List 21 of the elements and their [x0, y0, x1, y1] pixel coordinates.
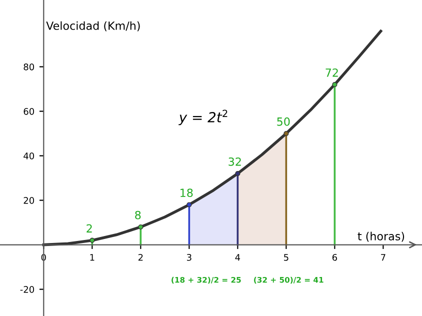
y-tick-label: 20 [24, 197, 34, 204]
x-tick-label: 1 [90, 254, 94, 261]
data-label: 72 [326, 68, 338, 77]
annotation: y = 2t$^{2}$ [178, 110, 228, 126]
y-tick-label: 60 [24, 108, 34, 115]
x-axis-title: t (horas) [358, 232, 404, 242]
data-label: 8 [135, 210, 141, 220]
data-label: 2 [86, 224, 92, 232]
x-tick-label: 6 [332, 254, 337, 261]
data-label: 32 [228, 157, 241, 166]
y-tick-label: 80 [24, 63, 34, 70]
y-axis-title: Velocidad (Km/h) [46, 21, 140, 32]
x-tick-label: 7 [381, 254, 386, 261]
x-tick-label: 2 [138, 254, 143, 261]
data-label: 50 [277, 117, 290, 126]
y-tick-label: 40 [24, 152, 34, 160]
x-tick-label: 5 [284, 254, 288, 261]
y-tick-label: -20 [20, 286, 34, 293]
x-tick-label: 4 [235, 254, 240, 261]
x-tick-label: 3 [186, 254, 192, 261]
data-label: 18 [180, 188, 193, 198]
